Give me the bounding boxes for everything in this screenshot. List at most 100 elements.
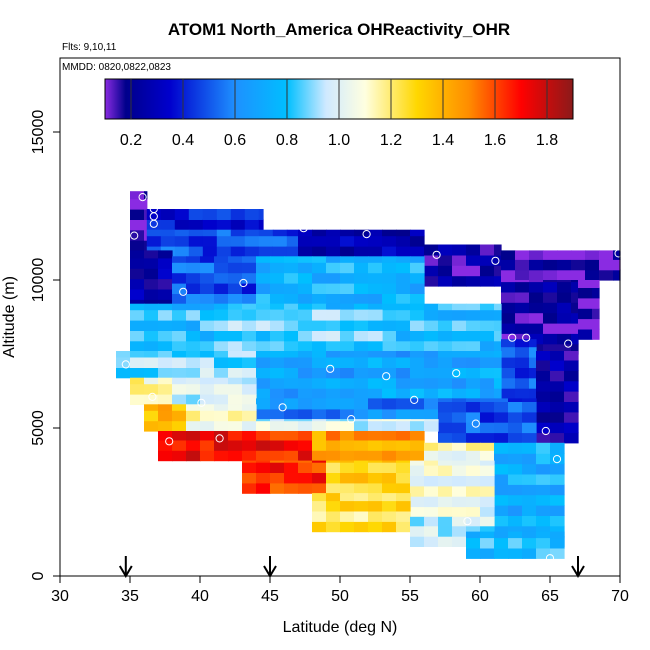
- heatmap-cell: [144, 209, 148, 220]
- heatmap-cell: [298, 262, 313, 274]
- heatmap-cell: [158, 383, 173, 395]
- heatmap-cell: [312, 398, 327, 410]
- chart-title: ATOM1 North_America OHReactivity_OHR: [168, 20, 510, 39]
- heatmap-cell: [466, 460, 481, 466]
- heatmap-cell: [340, 293, 355, 305]
- heatmap-cell: [382, 351, 397, 358]
- heatmap-cell: [557, 333, 572, 345]
- heatmap-cell: [242, 462, 257, 473]
- heatmap-cell: [578, 280, 593, 288]
- heatmap-cell: [592, 280, 600, 288]
- heatmap-cell: [130, 219, 145, 231]
- heatmap-cell: [382, 377, 397, 389]
- heatmap-cell: [354, 293, 369, 305]
- heatmap-cell: [144, 404, 159, 411]
- heatmap-cell: [438, 303, 453, 311]
- heatmap-cell: [354, 398, 369, 410]
- heatmap-cell: [536, 351, 551, 361]
- heatmap-cell: [158, 394, 173, 405]
- heatmap-cell: [494, 244, 502, 256]
- heatmap-cell: [340, 460, 355, 463]
- heatmap-cell: [242, 357, 257, 368]
- y-tick-label: 0: [30, 571, 47, 580]
- x-tick-label: 45: [261, 588, 279, 605]
- heatmap-cell: [172, 431, 187, 441]
- heatmap-cell: [326, 482, 341, 494]
- dates-label: MMDD: 0820,0822,0823: [62, 62, 171, 73]
- heatmap-cell: [270, 309, 285, 321]
- heatmap-cell: [494, 367, 502, 379]
- heatmap-cell: [480, 422, 495, 434]
- heatmap-cell: [340, 272, 355, 284]
- heatmap-cell: [354, 303, 369, 311]
- heatmap-cell: [452, 485, 467, 497]
- heatmap-cell: [146, 219, 162, 231]
- heatmap-cell: [424, 303, 439, 311]
- heatmap-cell: [396, 420, 411, 432]
- heatmap-cell: [256, 262, 271, 274]
- flight-point: [165, 437, 174, 446]
- heatmap-cell: [494, 303, 502, 311]
- heatmap-cell: [438, 367, 453, 379]
- heatmap-cell: [354, 482, 369, 494]
- heatmap-cell: [550, 531, 565, 539]
- heatmap-cell: [312, 303, 327, 311]
- heatmap-cell: [354, 256, 369, 263]
- heatmap-cell: [270, 351, 285, 358]
- heatmap-cell: [242, 439, 257, 451]
- heatmap-cell: [242, 394, 257, 405]
- heatmap-cell: [501, 280, 516, 283]
- heatmap-cell: [550, 473, 565, 485]
- heatmap-cell: [466, 465, 481, 476]
- heatmap-cell: [256, 340, 271, 352]
- heatmap-cell: [466, 309, 481, 321]
- heatmap-cell: [298, 235, 313, 247]
- heatmap-cell: [200, 420, 215, 432]
- flight-point: [491, 256, 500, 265]
- heatmap-cell: [466, 351, 481, 358]
- heatmap-cell: [284, 439, 299, 451]
- flights-label: Flts: 9,10,11: [62, 42, 117, 53]
- heatmap-cell: [298, 320, 313, 331]
- heatmap-cell: [172, 404, 187, 411]
- heatmap-cell: [174, 235, 190, 247]
- heatmap-cell: [599, 259, 614, 271]
- heatmap-cell: [466, 422, 481, 434]
- heatmap-cell: [480, 496, 495, 508]
- heatmap-cell: [536, 473, 551, 485]
- heatmap-cell: [312, 340, 327, 352]
- heatmap-cell: [536, 370, 551, 382]
- heatmap-cell: [256, 367, 271, 379]
- heatmap-cell: [188, 219, 204, 231]
- heatmap-cell: [228, 377, 243, 385]
- heatmap-cell: [585, 269, 600, 281]
- heatmap-cell: [452, 475, 467, 487]
- heatmap-cell: [480, 377, 495, 389]
- heatmap-cell: [578, 297, 593, 309]
- heatmap-cell: [130, 383, 145, 395]
- heatmap-cell: [214, 439, 229, 451]
- heatmap-cell: [480, 303, 495, 311]
- heatmap-cell: [501, 291, 516, 303]
- heatmap-cell: [515, 339, 530, 348]
- heatmap-cell: [340, 246, 355, 257]
- heatmap-cell: [160, 235, 176, 247]
- heatmap-cell: [354, 419, 369, 422]
- heatmap-cell: [480, 537, 495, 549]
- heatmap-cell: [550, 370, 565, 382]
- heatmap-cell: [284, 431, 299, 441]
- heatmap-cell: [522, 525, 537, 537]
- heatmap-cell: [326, 450, 341, 462]
- heatmap-cell: [286, 246, 299, 257]
- heatmap-cell: [326, 303, 341, 311]
- heatmap-cell: [550, 391, 565, 402]
- heatmap-cell: [438, 275, 453, 287]
- heatmap-cell: [186, 303, 201, 311]
- heatmap-cell: [284, 351, 299, 358]
- heatmap-cell: [424, 408, 439, 420]
- heatmap-cell: [536, 484, 551, 496]
- heatmap-cell: [340, 398, 355, 410]
- heatmap-cell: [200, 303, 215, 311]
- heatmap-cell: [382, 246, 397, 257]
- heatmap-cell: [480, 330, 495, 342]
